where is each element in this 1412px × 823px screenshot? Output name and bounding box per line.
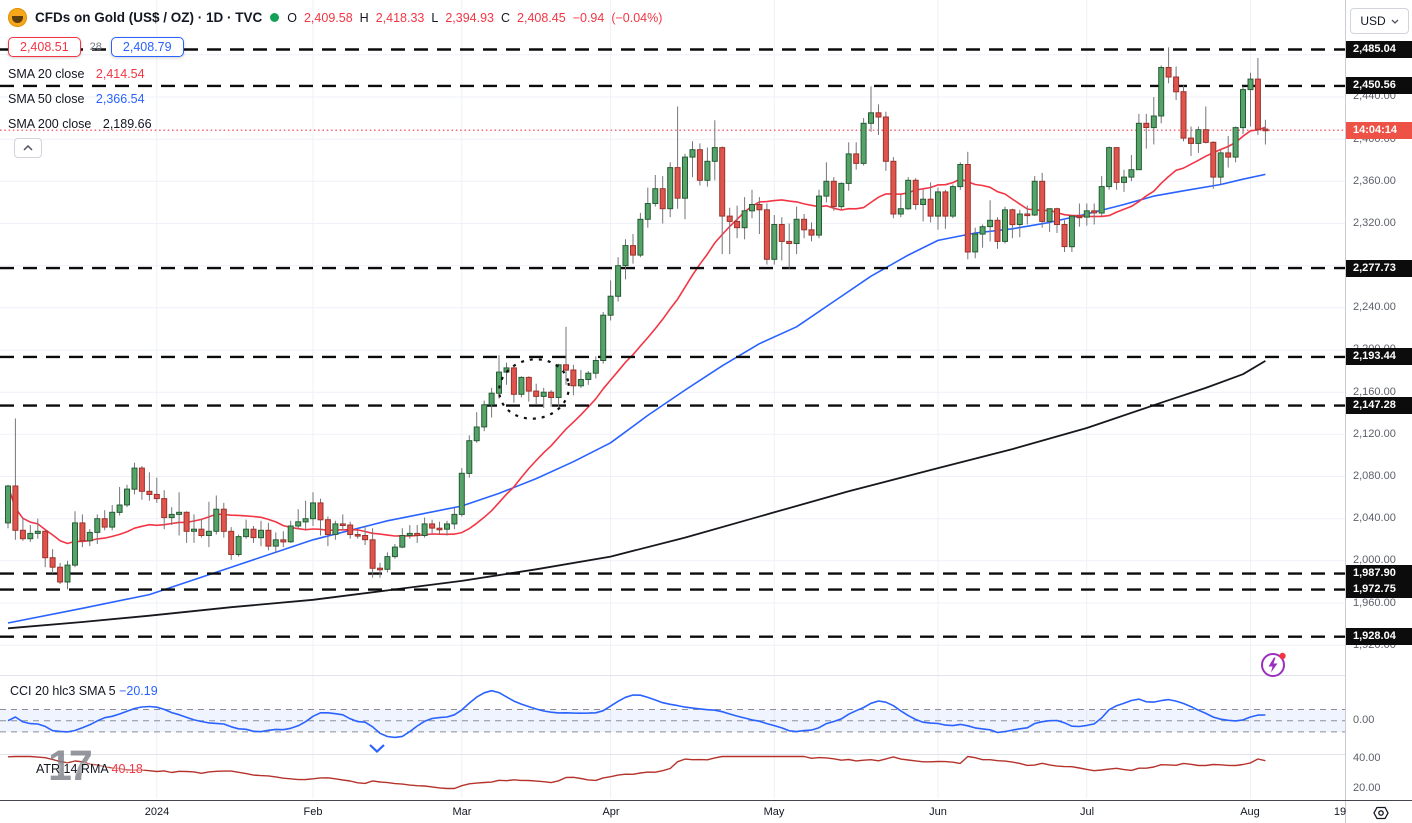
time-axis[interactable]: 2024 Feb Mar Apr May Jun Jul Aug 19: [0, 800, 1412, 823]
axis-corner-divider: [1345, 801, 1346, 823]
notification-dot: [1279, 652, 1286, 660]
tradingview-watermark: 17: [48, 742, 93, 790]
price-tick: 2,080.00: [1353, 469, 1396, 482]
ohlc-values: O 2,409.58 H 2,418.33 L 2,394.93 C 2,408.45 …: [287, 11, 662, 25]
lightning-promo-button[interactable]: [1259, 649, 1289, 679]
price-tick: 2,000.00: [1353, 554, 1396, 567]
spread-value: 28: [89, 41, 102, 53]
price-level-chip: 1,987.90: [1346, 565, 1412, 583]
low-value: 2,394.93: [445, 10, 494, 25]
chevron-down-icon: [1391, 19, 1399, 24]
price-tick: 2,120.00: [1353, 427, 1396, 440]
change-percent: (−0.04%): [611, 10, 663, 25]
price-tick: 2,320.00: [1353, 216, 1396, 229]
price-level-chip: 2,277.73: [1346, 259, 1412, 277]
legend-sma50[interactable]: SMA 50 close 2,366.54: [8, 92, 145, 106]
price-level-chip: 2,485.04: [1346, 41, 1412, 58]
price-level-chip: 2,450.56: [1346, 77, 1412, 95]
price-tick: 1,960.00: [1353, 596, 1396, 609]
lightning-bolt-icon: [1268, 657, 1278, 673]
open-label: O: [287, 10, 297, 25]
change-value: −0.94: [572, 10, 605, 25]
pane-chevron-down-icon[interactable]: [369, 740, 385, 758]
price-level-chip: 2,193.44: [1346, 348, 1412, 366]
price-tick: 2,360.00: [1353, 174, 1396, 187]
price-level-chip: 1,972.75: [1346, 581, 1412, 599]
high-value: 2,418.33: [375, 10, 425, 25]
buy-button[interactable]: 2,408.79: [110, 37, 184, 57]
atr-legend[interactable]: ATR 14 RMA 40.18: [36, 762, 143, 776]
close-value: 2,408.45: [517, 10, 566, 25]
price-tick: 2,040.00: [1353, 512, 1396, 525]
bar-countdown-chip: 14:04:14: [1346, 121, 1412, 139]
sell-button[interactable]: 2,408.51: [8, 37, 81, 57]
atr-tick: 40.00: [1353, 751, 1381, 764]
open-value: 2,409.58: [303, 10, 353, 25]
close-label: C: [500, 10, 511, 25]
time-axis-label: 2024: [144, 806, 170, 818]
hexagon-nut-icon: [1373, 806, 1389, 820]
time-axis-label: Jun: [929, 806, 947, 818]
legend-sma200[interactable]: SMA 200 close 2,189.66: [8, 117, 152, 131]
symbol-logo-icon: [8, 8, 27, 27]
atr-tick: 20.00: [1353, 781, 1381, 794]
chart-canvas[interactable]: [0, 0, 1345, 800]
price-axis[interactable]: USD 1,920.001,960.002,000.002,040.002,08…: [1345, 0, 1412, 800]
currency-label: USD: [1360, 14, 1386, 28]
time-axis-label: Jul: [1079, 806, 1095, 818]
price-tick: 2,160.00: [1353, 385, 1396, 398]
time-axis-label: 19: [1333, 806, 1347, 818]
cci-legend[interactable]: CCI 20 hlc3 SMA 5 −20.19: [10, 684, 158, 698]
buy-sell-widget: 2,408.51 28 2,408.79: [8, 37, 184, 57]
currency-dropdown[interactable]: USD: [1350, 8, 1409, 34]
legend-sma20[interactable]: SMA 20 close 2,414.54: [8, 67, 145, 81]
price-level-chip: 1,928.04: [1346, 628, 1412, 646]
legend-collapse-button[interactable]: [14, 138, 42, 158]
cci-zero-tick: 0.00: [1353, 714, 1375, 727]
time-axis-label: Apr: [602, 806, 620, 818]
symbol-row: CFDs on Gold (US$ / OZ) · 1D · TVC O 2,40…: [8, 8, 662, 27]
low-label: L: [431, 10, 439, 25]
time-axis-label: May: [763, 806, 785, 818]
market-open-dot[interactable]: [270, 13, 280, 22]
price-level-chip: 2,147.28: [1346, 397, 1412, 415]
axis-settings-icon[interactable]: [1371, 803, 1391, 823]
time-axis-label: Mar: [452, 806, 472, 818]
time-axis-label: Feb: [303, 806, 323, 818]
high-label: H: [359, 10, 369, 25]
price-tick: 2,240.00: [1353, 301, 1396, 314]
time-axis-label: Aug: [1240, 806, 1260, 818]
chevron-up-icon: [23, 145, 33, 151]
symbol-title[interactable]: CFDs on Gold (US$ / OZ) · 1D · TVC: [35, 10, 263, 25]
